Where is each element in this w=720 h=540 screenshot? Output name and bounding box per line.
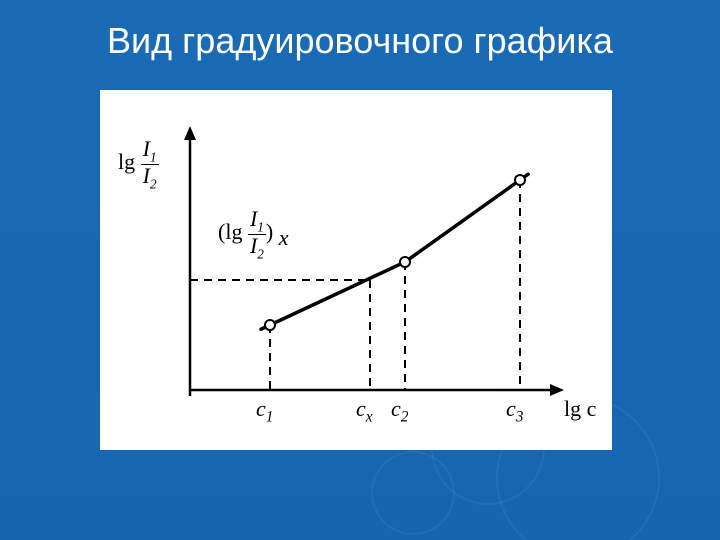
calibration-chart: lg I1I2(lg I1I2) xc1cxc2c3lg c — [100, 90, 612, 450]
slide-title: Вид градуировочного графика — [0, 20, 720, 62]
decor-ring — [371, 451, 455, 535]
chart-svg: lg I1I2(lg I1I2) xc1cxc2c3lg c — [100, 90, 612, 450]
